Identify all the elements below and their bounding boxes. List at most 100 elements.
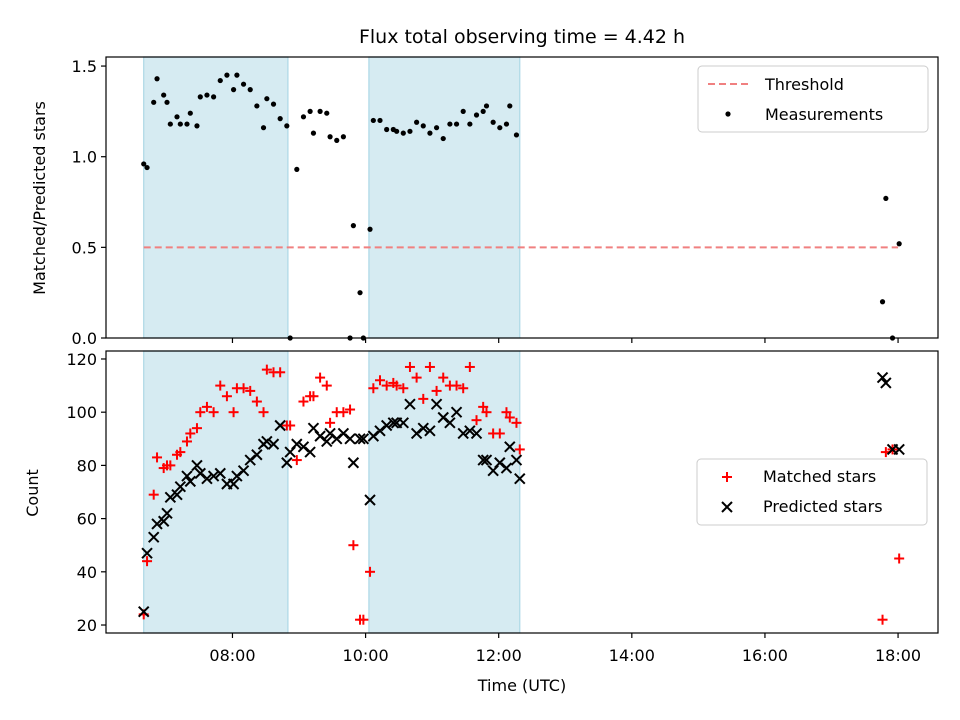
- measurement-point: [204, 92, 210, 98]
- matched-star-point: [424, 361, 435, 372]
- bottom-y-tick-label: 40: [77, 563, 97, 582]
- top-y-tick-label: 1.5: [72, 57, 97, 76]
- matched-star-point: [195, 407, 206, 418]
- matched-star-point: [181, 436, 192, 447]
- top-y-axis-label: Matched/Predicted stars: [30, 101, 49, 295]
- matched-star-point: [514, 444, 525, 455]
- matched-star-point: [221, 391, 232, 402]
- measurement-point: [896, 241, 902, 247]
- matched-star-point: [348, 540, 359, 551]
- matched-stars-series: [138, 361, 905, 625]
- predicted-star-point: [181, 470, 193, 482]
- measurement-point: [300, 114, 307, 120]
- matched-star-point: [375, 375, 386, 386]
- predicted-star-point: [387, 417, 400, 429]
- matched-star-point: [894, 553, 905, 564]
- measurement-point: [247, 87, 253, 93]
- matched-star-point: [877, 614, 888, 625]
- predicted-star-point: [184, 475, 197, 488]
- matched-star-point: [228, 407, 239, 418]
- predicted-star-point: [404, 398, 416, 410]
- predicted-star-point: [347, 457, 360, 469]
- matched-star-point: [275, 367, 286, 378]
- matched-star-point: [245, 385, 256, 396]
- predicted-star-point: [267, 438, 280, 450]
- bottom-shaded-interval-1: [143, 350, 289, 634]
- measurement-point: [420, 123, 426, 129]
- matched-star-point: [175, 447, 186, 458]
- matched-star-point: [338, 407, 349, 418]
- top-y-tick-label: 0.5: [72, 238, 97, 257]
- top-panel: 0.0 0.5 1.0 1.5 Matched/Predicted stars Thr…: [30, 56, 939, 348]
- measurement-point: [370, 117, 376, 124]
- predicted-star-point: [893, 443, 905, 456]
- predicted-star-point: [237, 465, 250, 477]
- matched-star-point: [291, 455, 302, 466]
- bottom-x-tick-label: 10:00: [343, 646, 389, 665]
- matched-star-point: [438, 372, 449, 383]
- matched-legend-swatch: [722, 472, 732, 482]
- chart-title: Flux total observing time = 4.42 h: [359, 26, 685, 48]
- measurement-point: [154, 76, 160, 82]
- predicted-star-point: [457, 427, 469, 440]
- predicted-star-point: [281, 457, 293, 469]
- predicted-star-point: [191, 459, 203, 472]
- predicted-star-point: [164, 491, 177, 504]
- bottom-shaded-intervals: [143, 350, 521, 634]
- matched-star-point: [494, 428, 505, 439]
- top-shaded-interval-2: [368, 56, 521, 339]
- measurement-point: [197, 94, 203, 100]
- measurement-point: [460, 108, 466, 114]
- bottom-x-tick-label: 14:00: [609, 646, 655, 665]
- matched-star-point: [285, 420, 296, 431]
- predicted-star-point: [321, 435, 333, 448]
- predicted-star-point: [477, 454, 489, 466]
- measurement-point: [217, 77, 223, 84]
- matched-star-point: [208, 407, 219, 418]
- predicted-star-point: [291, 438, 303, 450]
- measurement-point: [453, 121, 460, 127]
- measurement-point: [447, 121, 453, 127]
- measurement-point: [377, 117, 383, 124]
- bottom-y-tick-label: 80: [77, 456, 97, 475]
- predicted-star-point: [480, 454, 493, 466]
- measurement-point: [357, 290, 363, 296]
- matched-star-point: [481, 407, 492, 418]
- predicted-legend-swatch: [721, 501, 733, 513]
- predicted-star-point: [161, 507, 173, 519]
- predicted-stars-series: [138, 371, 905, 618]
- measurement-point: [270, 101, 277, 107]
- bottom-x-axis-label: Time (UTC): [477, 676, 566, 695]
- predicted-star-point: [157, 515, 170, 527]
- predicted-star-point: [171, 488, 183, 501]
- matched-star-point: [238, 383, 249, 394]
- measurement-point: [513, 132, 520, 138]
- top-y-axis: 0.0 0.5 1.0 1.5: [72, 57, 106, 348]
- measurement-point: [384, 126, 390, 133]
- predicted-star-point: [174, 480, 187, 493]
- predicted-star-point: [261, 435, 273, 448]
- predicted-star-point: [344, 433, 356, 445]
- bottom-y-tick-label: 60: [77, 510, 97, 529]
- measurement-point: [254, 103, 260, 109]
- bottom-shaded-interval-2: [368, 350, 521, 634]
- bottom-x-tick-label: 18:00: [875, 646, 921, 665]
- predicted-star-point: [227, 478, 240, 490]
- matched-star-point: [261, 364, 272, 375]
- measurement-point: [433, 125, 440, 131]
- measurement-point: [440, 135, 446, 142]
- measurement-point: [294, 166, 300, 172]
- top-y-tick-label: 0.0: [72, 329, 97, 348]
- matched-star-point: [381, 380, 392, 391]
- bottom-y-axis-label: Count: [23, 469, 42, 517]
- measurement-point: [177, 121, 183, 127]
- predicted-star-point: [151, 518, 163, 530]
- matched-star-point: [215, 380, 226, 391]
- matched-star-point: [464, 361, 475, 372]
- predicted-star-point: [464, 425, 476, 437]
- measurement-point: [317, 108, 323, 114]
- measurement-point: [334, 137, 340, 143]
- matched-star-point: [165, 460, 176, 471]
- measurement-point: [264, 96, 270, 102]
- measurement-point: [307, 108, 313, 114]
